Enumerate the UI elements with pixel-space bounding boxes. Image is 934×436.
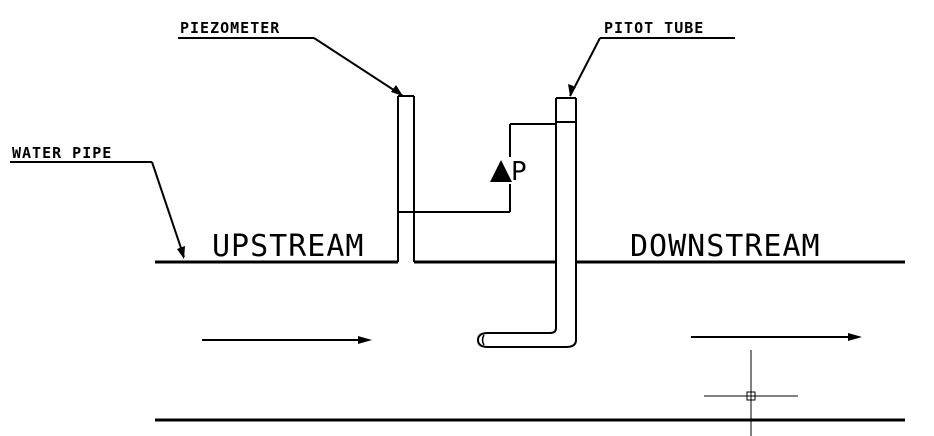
upstream-label: UPSTREAM (212, 229, 365, 264)
flow-arrow-downstream (691, 333, 862, 341)
pitot-tube (478, 98, 576, 347)
piezometer-label: PIEZOMETER (180, 19, 280, 37)
piezometer-tube (398, 96, 414, 262)
pitot-tube-label: PITOT TUBE (604, 19, 704, 37)
crosshair-cursor-icon (704, 350, 798, 436)
pressure-difference-label: P (511, 157, 527, 187)
delta-triangle-icon (490, 160, 512, 182)
leader-lines (10, 38, 735, 257)
leader-arrowheads (177, 84, 576, 259)
flow-arrow-upstream (202, 336, 372, 344)
downstream-label: DOWNSTREAM (630, 229, 821, 264)
water-pipe-label: WATER PIPE (12, 144, 112, 162)
delta-p-bracket (414, 124, 556, 212)
